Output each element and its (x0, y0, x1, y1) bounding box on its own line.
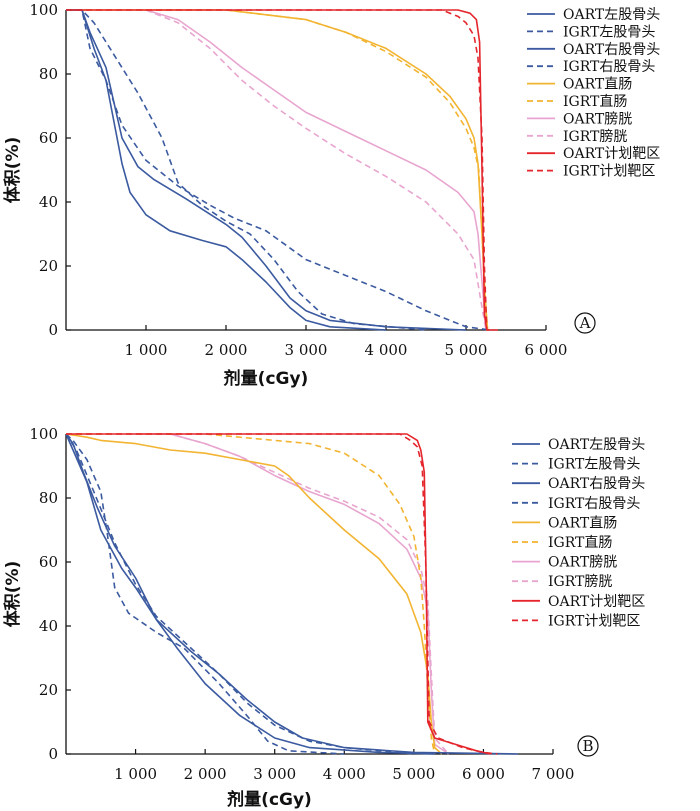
chart-panel-A: 0 20 40 60 80 100 1 000 2 000 3 000 4 000 5 000 6 0… (2, 1, 660, 389)
y-axis-title: 体积(%) (2, 137, 23, 204)
y-tick-label: 20 (39, 681, 58, 699)
y-tick-label: 40 (39, 193, 58, 211)
y-tick-label: 20 (39, 257, 58, 275)
y-tick-label: 100 (29, 425, 58, 443)
series-line-10 (66, 9, 490, 331)
x-tick-label: 5 000 (392, 765, 435, 783)
y-tick-label: 100 (29, 1, 58, 19)
x-tick-label: 4 000 (365, 341, 408, 359)
legend-label: IGRT膀胱 (548, 573, 612, 590)
series-line-4 (66, 9, 491, 331)
x-tick-label: 2 000 (205, 341, 248, 359)
x-tick-label: 4 000 (323, 765, 366, 783)
legend-label: OART右股骨头 (563, 42, 660, 58)
series-line-3 (66, 9, 387, 331)
series-line-8 (135, 433, 450, 755)
y-tick-label: 40 (39, 617, 58, 635)
y-tick-label: 60 (39, 129, 58, 147)
series-line-7 (145, 9, 487, 331)
x-tick-label: 1 000 (114, 765, 157, 783)
y-tick-label: 0 (48, 745, 58, 763)
series-line-6 (66, 9, 489, 331)
legend-label: OART右股骨头 (548, 476, 645, 492)
x-axis-title: 剂量(cGy) (224, 368, 309, 389)
legend-label: OART膀胱 (563, 110, 632, 127)
series-line-4 (66, 433, 414, 755)
series-line-8 (145, 9, 487, 331)
legend-label: OART膀胱 (548, 554, 617, 571)
panel-label: A (579, 314, 591, 332)
y-axis-title: 体积(%) (2, 561, 23, 628)
chart-panel-B: 0 20 40 60 80 100 1 000 2 000 3 000 4 000 5 000 6 0… (2, 425, 645, 810)
legend-label: OART左股骨头 (548, 437, 645, 453)
x-tick-label: 7 000 (532, 765, 575, 783)
legend-label: IGRT直肠 (563, 93, 627, 110)
series-line-1 (66, 9, 467, 331)
legend-label: OART计划靶区 (563, 146, 660, 162)
y-tick-label: 80 (39, 489, 58, 507)
legend-label: IGRT右股骨头 (563, 59, 655, 75)
series-line-10 (66, 433, 498, 755)
legend-label: IGRT左股骨头 (548, 457, 640, 473)
x-tick-label: 2 000 (184, 765, 227, 783)
legend-label: IGRT计划靶区 (563, 164, 655, 180)
y-tick-label: 80 (39, 65, 58, 83)
legend-label: IGRT计划靶区 (548, 613, 640, 629)
series-line-3 (66, 433, 519, 755)
y-tick-label: 0 (48, 321, 58, 339)
panel-label: B (582, 737, 593, 755)
x-tick-label: 1 000 (125, 341, 168, 359)
legend-label: OART左股骨头 (563, 7, 660, 23)
legend-label: OART计划靶区 (548, 594, 645, 610)
legend-label: OART直肠 (548, 514, 617, 531)
x-tick-label: 3 000 (285, 341, 328, 359)
x-tick-label: 5 000 (445, 341, 488, 359)
legend-label: IGRT左股骨头 (563, 24, 655, 40)
legend-label: IGRT膀胱 (563, 128, 627, 145)
series-line-7 (135, 433, 450, 755)
panel-label-badge: A (574, 312, 596, 334)
panel-label-badge: B (577, 735, 599, 757)
series-line-2 (66, 433, 345, 755)
legend-label: IGRT右股骨头 (548, 496, 640, 512)
y-tick-label: 60 (39, 553, 58, 571)
series-line-2 (66, 9, 427, 331)
legend-label: OART直肠 (563, 76, 632, 93)
series-line-9 (66, 9, 498, 331)
x-tick-label: 6 000 (525, 341, 568, 359)
x-axis-title: 剂量(cGy) (227, 789, 312, 810)
x-tick-label: 3 000 (253, 765, 296, 783)
legend-label: IGRT直肠 (548, 534, 612, 551)
x-tick-label: 6 000 (462, 765, 505, 783)
